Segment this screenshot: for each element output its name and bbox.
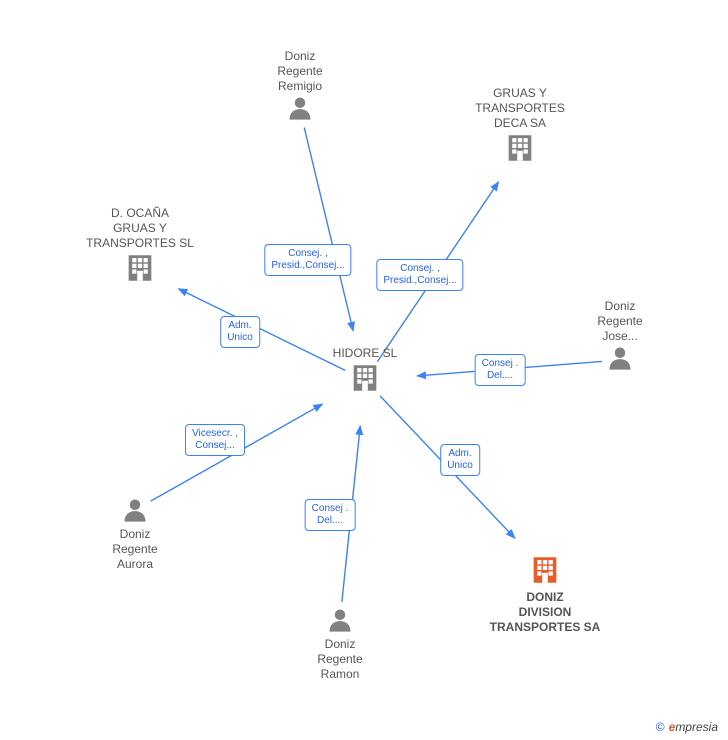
network-diagram: HIDORE SL DonizRegenteRemigio GRUAS YTRA…: [0, 0, 728, 740]
node-gruas: GRUAS YTRANSPORTESDECA SA: [460, 86, 580, 168]
building-icon: [348, 361, 382, 398]
node-ocana: D. OCAÑAGRUAS YTRANSPORTES SL: [80, 206, 200, 288]
building-icon: [528, 553, 562, 590]
person-icon: [121, 496, 149, 527]
node-jose: DonizRegenteJose...: [560, 299, 680, 375]
node-label: HIDORE SL: [305, 346, 425, 361]
edge-label: Adm.Unico: [440, 444, 480, 476]
building-icon: [503, 131, 537, 168]
brand-rest: mpresia: [675, 720, 718, 734]
node-remigio: DonizRegenteRemigio: [240, 49, 360, 125]
edge-label: Consej. ,Presid.,Consej...: [376, 259, 463, 291]
building-icon: [123, 251, 157, 288]
edge-label: Vicesecr. ,Consej...: [185, 424, 245, 456]
node-label: GRUAS YTRANSPORTESDECA SA: [460, 86, 580, 131]
copyright-symbol: ©: [656, 720, 665, 734]
footer-credit: © empresia: [656, 720, 718, 734]
node-label: D. OCAÑAGRUAS YTRANSPORTES SL: [80, 206, 200, 251]
person-icon: [286, 94, 314, 125]
edge-label: Consej .Del....: [305, 499, 356, 531]
edge-label: Consej. ,Presid.,Consej...: [264, 244, 351, 276]
node-division: DONIZDIVISIONTRANSPORTES SA: [485, 553, 605, 635]
node-label: DonizRegenteAurora: [75, 527, 195, 572]
node-hidore: HIDORE SL: [305, 346, 425, 398]
person-icon: [606, 344, 634, 375]
node-label: DONIZDIVISIONTRANSPORTES SA: [485, 590, 605, 635]
node-label: DonizRegenteJose...: [560, 299, 680, 344]
person-icon: [326, 606, 354, 637]
edge-label: Adm.Unico: [220, 316, 260, 348]
node-label: DonizRegenteRamon: [280, 637, 400, 682]
node-ramon: DonizRegenteRamon: [280, 606, 400, 682]
edge-label: Consej .Del....: [475, 354, 526, 386]
edge: [304, 128, 353, 331]
brand: empresia: [669, 720, 718, 734]
node-aurora: DonizRegenteAurora: [75, 496, 195, 572]
node-label: DonizRegenteRemigio: [240, 49, 360, 94]
